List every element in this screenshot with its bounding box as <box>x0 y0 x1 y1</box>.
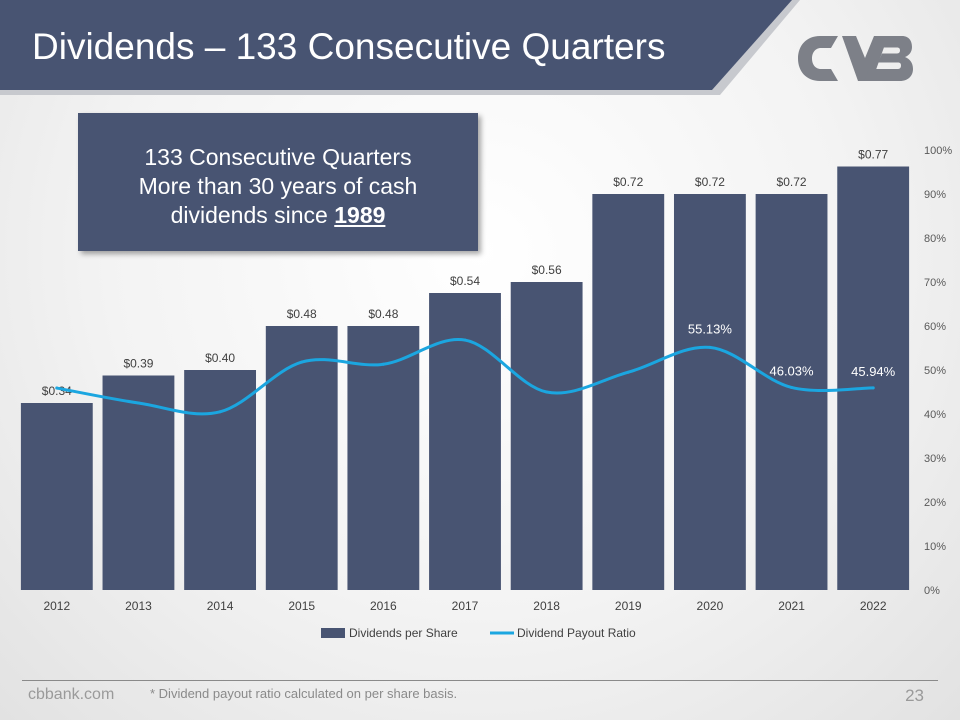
footer-site: cbbank.com <box>28 686 115 703</box>
right-axis-tick: 40% <box>924 409 946 421</box>
page-number: 23 <box>905 686 924 705</box>
category-tick-label: 2014 <box>207 599 234 613</box>
right-axis-tick: 100% <box>924 145 952 157</box>
dividend-bar <box>184 370 257 590</box>
bar-value-label: $0.48 <box>368 307 398 321</box>
right-axis-tick: 0% <box>924 585 940 597</box>
dividend-bar <box>20 403 93 590</box>
right-axis-tick: 90% <box>924 189 946 201</box>
payout-ratio-label: 55.13% <box>688 321 733 336</box>
right-axis-tick: 50% <box>924 365 946 377</box>
payout-ratio-label: 46.03% <box>769 363 814 378</box>
category-tick-label: 2019 <box>615 599 642 613</box>
right-axis-tick: 20% <box>924 497 946 509</box>
bar-value-label: $0.72 <box>777 175 807 189</box>
category-tick-label: 2012 <box>43 599 70 613</box>
bar-value-label: $0.54 <box>450 274 480 288</box>
dividend-bar <box>592 194 665 590</box>
footer-divider <box>22 680 938 681</box>
bar-value-label: $0.77 <box>858 148 888 162</box>
dividends-chart: 0% 10% 20% 30% 40% 50% 60% 70% 80% 90% 100% $0.34 20… <box>20 145 952 640</box>
right-axis-tick: 60% <box>924 321 946 333</box>
payout-ratio-point <box>300 360 304 364</box>
highlight-callout: 133 Consecutive Quarters More than 30 ye… <box>78 113 478 251</box>
payout-ratio-label: 45.94% <box>851 364 896 379</box>
bar-value-label: $0.72 <box>613 175 643 189</box>
category-tick-label: 2015 <box>288 599 315 613</box>
category-tick-label: 2020 <box>697 599 724 613</box>
right-axis-tick: 80% <box>924 233 946 245</box>
category-tick-label: 2018 <box>533 599 560 613</box>
legend-swatch-dividends <box>321 628 345 638</box>
callout-prefix: dividends since <box>170 202 335 228</box>
payout-ratio-point <box>136 401 140 405</box>
bar-value-label: $0.48 <box>287 307 317 321</box>
dividend-bar <box>429 293 501 590</box>
dividend-bar <box>837 166 910 590</box>
callout-year: 1989 <box>334 202 386 228</box>
payout-ratio-point <box>55 386 59 390</box>
bar-value-label: $0.39 <box>123 357 153 371</box>
category-tick-label: 2017 <box>452 599 479 613</box>
right-axis-tick: 10% <box>924 541 946 553</box>
bar-value-label: $0.40 <box>205 351 235 365</box>
category-tick-label: 2022 <box>860 599 887 613</box>
payout-ratio-point <box>218 410 222 414</box>
category-tick-label: 2013 <box>125 599 152 613</box>
dividend-bar <box>102 375 175 590</box>
legend-label-dividends: Dividends per Share <box>349 626 458 640</box>
dividend-bar <box>347 326 420 590</box>
payout-ratio-point <box>790 385 794 389</box>
payout-ratio-point <box>463 338 467 342</box>
dividend-bar <box>673 194 746 590</box>
callout-line-3: dividends since 1989 <box>78 201 478 230</box>
page-title: Dividends – 133 Consecutive Quarters <box>32 26 666 67</box>
bar-value-label: $0.56 <box>532 263 562 277</box>
bar-value-label: $0.72 <box>695 175 725 189</box>
bar-value-label: $0.34 <box>42 384 72 398</box>
legend-label-payout: Dividend Payout Ratio <box>517 626 636 640</box>
cvb-logo <box>798 36 913 81</box>
callout-line-2: More than 30 years of cash <box>138 173 418 199</box>
right-axis-tick: 70% <box>924 277 946 289</box>
dividend-bar <box>265 326 338 590</box>
dividend-bar <box>755 194 828 590</box>
dividend-bar <box>510 282 583 590</box>
callout-line-1: 133 Consecutive Quarters <box>144 144 412 170</box>
right-axis-tick: 30% <box>924 453 946 465</box>
payout-ratio-point <box>626 370 630 374</box>
payout-ratio-point <box>381 362 385 366</box>
footer-note: * Dividend payout ratio calculated on pe… <box>150 686 458 701</box>
payout-ratio-point <box>708 345 712 349</box>
category-tick-label: 2016 <box>370 599 397 613</box>
payout-ratio-point <box>545 390 549 394</box>
category-tick-label: 2021 <box>778 599 805 613</box>
payout-ratio-point <box>871 386 875 390</box>
title-banner <box>0 0 800 95</box>
